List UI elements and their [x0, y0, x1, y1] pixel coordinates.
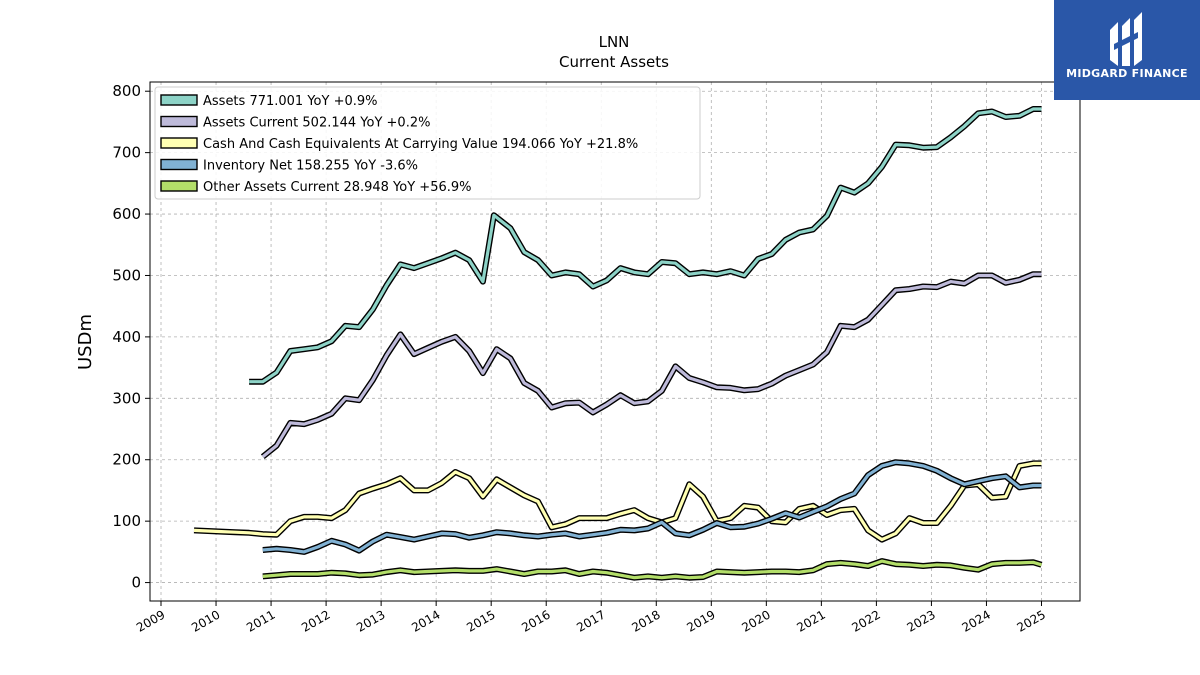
y-tick-label: 200 — [112, 451, 141, 469]
legend: Assets 771.001 YoY +0.9% Assets Current 5… — [154, 86, 701, 200]
x-tick-label: 2012 — [299, 607, 332, 634]
chart-title: LNN — [599, 33, 630, 51]
x-tick-label: 2019 — [684, 607, 717, 634]
legend-swatch — [160, 115, 198, 128]
series-3 — [262, 459, 1042, 555]
y-tick-label: 600 — [112, 205, 141, 223]
x-tick-label: 2025 — [1015, 607, 1048, 634]
x-tick-label: 2024 — [959, 607, 992, 634]
x-tick-label: 2018 — [629, 607, 662, 634]
series-4 — [262, 558, 1043, 581]
legend-entry: Assets Current 502.144 YoY +0.2% — [203, 116, 430, 131]
y-axis-label: USDm — [75, 314, 96, 370]
x-tick-label: 2022 — [849, 607, 882, 634]
series-line — [193, 461, 1042, 542]
y-tick-label: 0 — [131, 574, 141, 592]
series-2 — [193, 460, 1042, 543]
chart-subtitle: Current Assets — [559, 53, 669, 71]
legend-entry: Assets 771.001 YoY +0.9% — [203, 94, 378, 109]
x-tick-label: 2016 — [519, 607, 552, 634]
legend-swatch — [160, 137, 198, 149]
x-tick-label: 2009 — [134, 607, 167, 634]
legend-entry: Cash And Cash Equivalents At Carrying Va… — [203, 137, 638, 152]
y-tick-label: 700 — [112, 144, 141, 162]
series-line — [262, 460, 1042, 554]
y-tick-label: 300 — [112, 389, 141, 407]
series-line — [261, 272, 1042, 458]
x-tick-label: 2021 — [794, 607, 827, 634]
y-tick-label: 400 — [112, 328, 141, 346]
x-tick-label: 2020 — [739, 607, 772, 634]
legend-box — [154, 86, 701, 200]
legend-entry: Other Assets Current 28.948 YoY +56.9% — [203, 180, 472, 195]
x-tick-label: 2017 — [574, 607, 607, 634]
legend-swatch — [160, 94, 198, 106]
y-tick-label: 800 — [112, 82, 141, 100]
series-line — [249, 107, 1042, 384]
plot-frame — [149, 81, 1081, 602]
legend-swatch — [160, 158, 198, 171]
x-tick-label: 2011 — [244, 607, 277, 634]
series-0 — [249, 106, 1042, 385]
midgard-logo-icon — [1110, 12, 1142, 66]
brand-name: MIDGARD FINANCE — [1066, 67, 1188, 80]
x-tick-label: 2015 — [464, 607, 497, 634]
x-tick-label: 2013 — [354, 607, 387, 634]
brand-logo: MIDGARD FINANCE — [1054, 0, 1200, 100]
legend-entry: Inventory Net 158.255 YoY -3.6% — [203, 159, 418, 174]
x-tick-label: 2023 — [904, 607, 937, 634]
x-tick-label: 2010 — [189, 607, 222, 634]
series-1 — [260, 271, 1042, 460]
y-tick-label: 500 — [112, 266, 141, 284]
series-line — [262, 559, 1042, 580]
y-tick-label: 100 — [112, 512, 141, 530]
legend-swatch — [160, 180, 198, 192]
axes: 0 100 200 300 400 500 600 700 800 2009 2010 2011 201… — [112, 82, 1048, 635]
series-lines — [193, 106, 1043, 581]
x-tick-label: 2014 — [409, 607, 442, 634]
